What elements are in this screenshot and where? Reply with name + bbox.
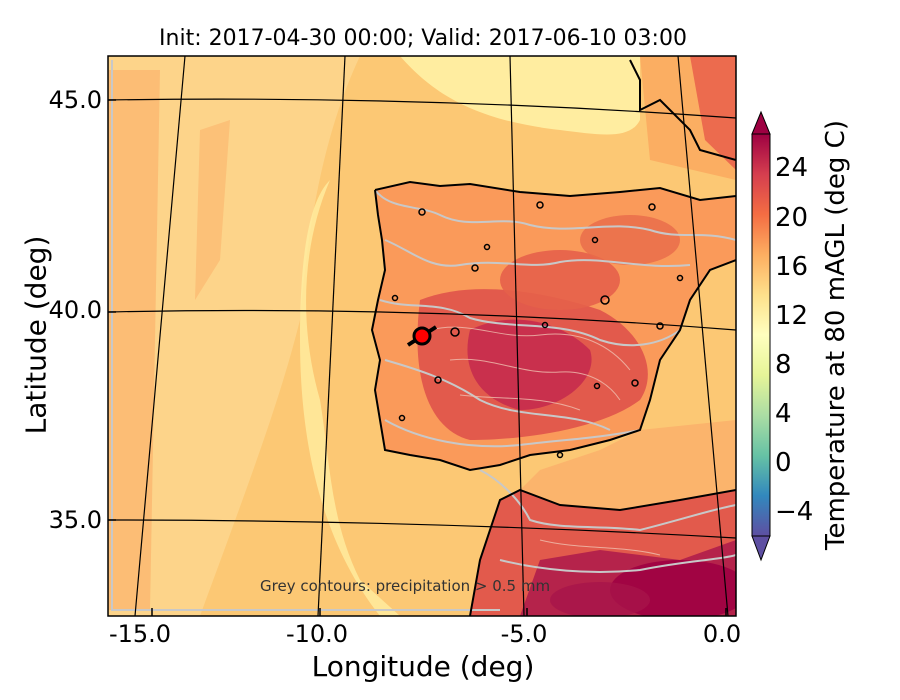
meridian-0 xyxy=(677,56,729,616)
site-marker xyxy=(406,325,438,347)
mediterranean-sea xyxy=(520,420,736,510)
x-tick-label: -5.0 xyxy=(500,620,548,648)
x-tick-label: -15.0 xyxy=(108,620,172,648)
cool-band-north xyxy=(400,56,640,135)
graticule xyxy=(108,56,736,616)
meridian-5W xyxy=(509,56,525,616)
x-tick-label: -10.0 xyxy=(285,620,349,648)
parallel-45 xyxy=(108,98,736,119)
x-axis-label: Longitude (deg) xyxy=(311,650,535,683)
colorbar-tick: 24 xyxy=(775,153,809,183)
precip-annotation: Grey contours: precipitation > 0.5 mm xyxy=(260,577,551,595)
meridian-10W xyxy=(317,56,346,616)
colorbar-tick: 12 xyxy=(775,301,809,331)
colorbar-tick: 16 xyxy=(775,252,809,282)
parallel-35 xyxy=(108,519,736,539)
map-title: Init: 2017-04-30 00:00; Valid: 2017-06-1… xyxy=(159,26,687,51)
colorbar-top-extend xyxy=(751,110,771,135)
axis-ticks xyxy=(108,99,727,616)
colorbar-tick: 0 xyxy=(775,448,792,478)
y-axis-label: Latitude (deg) xyxy=(19,235,53,435)
y-tick-label: 35.0 xyxy=(48,506,102,534)
colorbar-gradient xyxy=(751,133,771,537)
meridian-15W xyxy=(134,56,186,616)
colorbar-bottom-extend xyxy=(751,535,771,562)
coastline xyxy=(370,59,736,616)
colorbar-tick: 8 xyxy=(775,350,792,380)
small-contours xyxy=(391,201,684,459)
y-tick-label: 40.0 xyxy=(48,296,102,324)
colorbar-tick: −4 xyxy=(775,497,814,527)
y-tick-label: 45.0 xyxy=(48,86,102,114)
map-frame xyxy=(107,55,737,617)
parallel-40 xyxy=(108,309,736,331)
ocean-cool-region xyxy=(108,56,360,616)
colorbar-tick: 4 xyxy=(775,399,792,429)
colorbar-tick: 20 xyxy=(775,203,809,233)
x-tick-label: 0.0 xyxy=(702,620,742,648)
colorbar xyxy=(751,110,771,562)
temperature-field xyxy=(108,56,736,616)
colorbar-label: Temperature at 80 mAGL (deg C) xyxy=(821,120,851,550)
